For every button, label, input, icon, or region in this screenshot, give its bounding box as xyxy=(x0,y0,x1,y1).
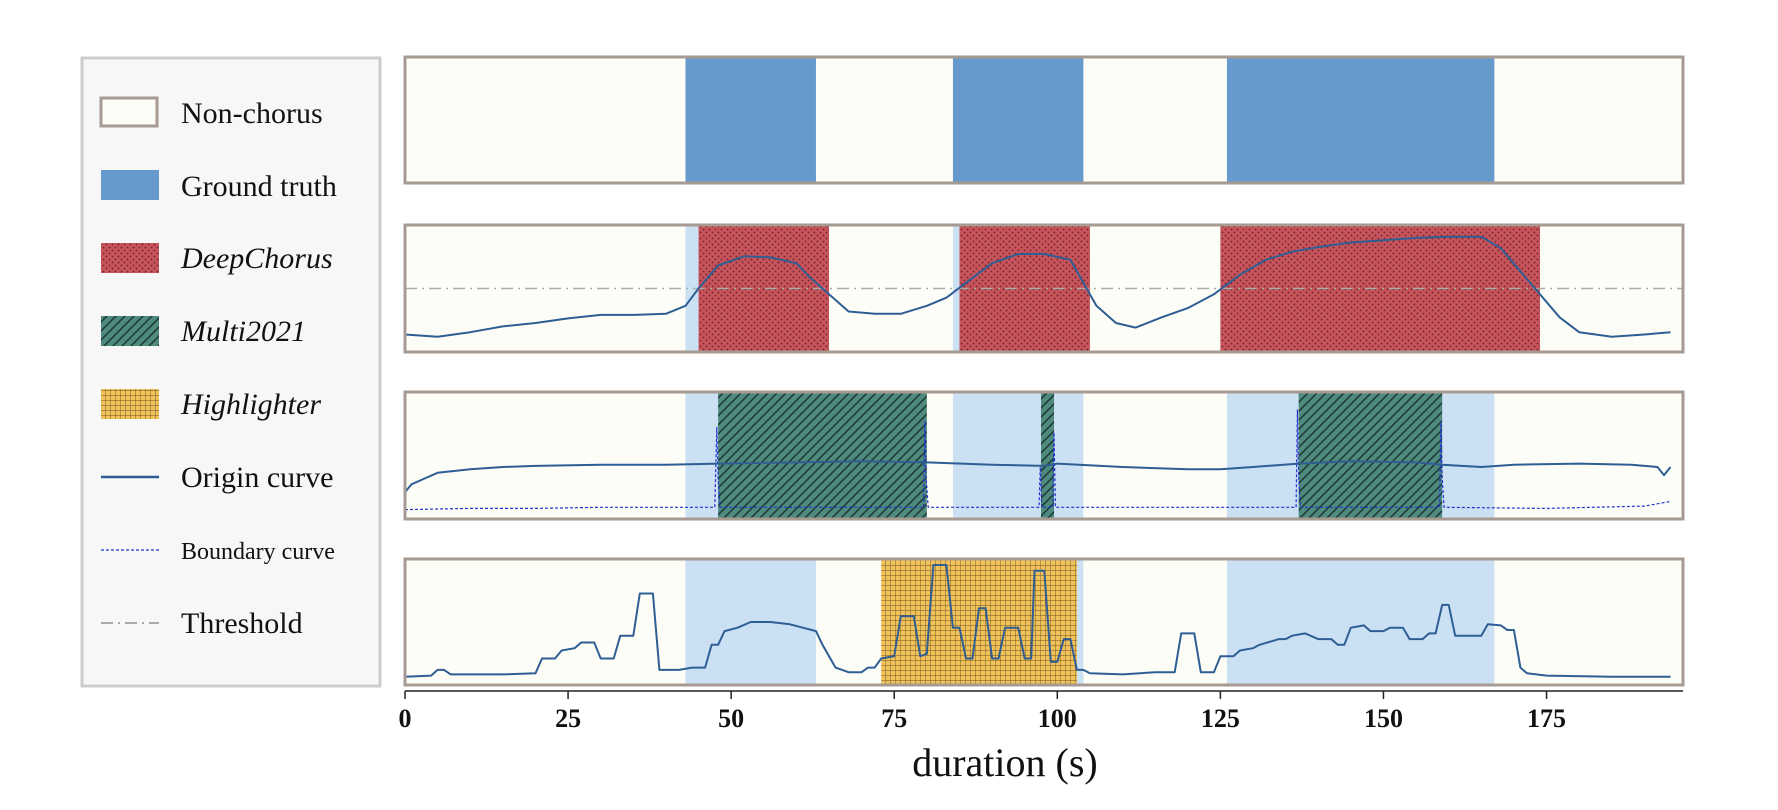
panel-ground-truth xyxy=(403,55,1685,185)
x-axis-label: duration (s) xyxy=(912,740,1098,785)
boundary-curve xyxy=(404,409,1671,511)
x-tick-label: 25 xyxy=(555,704,581,733)
legend-label-origin: Origin curve xyxy=(181,461,333,494)
legend-label-nonchorus: Non-chorus xyxy=(181,97,323,130)
origin-curve xyxy=(404,235,1671,338)
legend-swatch-gt xyxy=(101,170,159,200)
ground-truth-segment xyxy=(952,57,1084,183)
x-tick-label: 75 xyxy=(881,704,907,733)
legend-swatch-deepchorus xyxy=(101,243,159,273)
ground-truth-segment xyxy=(1226,57,1495,183)
panel-frame xyxy=(403,557,1685,687)
x-tick-label: 150 xyxy=(1364,704,1403,733)
legend-label-highlighter: Highlighter xyxy=(180,388,321,421)
ground-truth-shade xyxy=(1226,559,1495,685)
ground-truth-segment xyxy=(685,57,816,183)
x-tick-label: 175 xyxy=(1527,704,1566,733)
panel-multi2021 xyxy=(403,390,1685,521)
legend-swatch-highlighter xyxy=(101,389,159,419)
x-axis: 0 25 50 75 100 125 150 175 xyxy=(399,690,1683,733)
panel-frame xyxy=(403,390,1685,521)
legend: Non-chorus Ground truth DeepChorus Multi… xyxy=(80,56,382,688)
legend-label-multi2021: Multi2021 xyxy=(180,315,306,348)
x-tick-label: 125 xyxy=(1201,704,1240,733)
legend-label-threshold: Threshold xyxy=(181,607,303,640)
panel-highlighter xyxy=(403,557,1685,687)
predicted-segment xyxy=(1298,392,1443,519)
origin-curve xyxy=(404,460,1672,493)
legend-label-deepchorus: DeepChorus xyxy=(180,242,333,275)
legend-label-boundary: Boundary curve xyxy=(181,539,335,565)
panel-deepchorus xyxy=(403,223,1685,354)
legend-label-gt: Ground truth xyxy=(181,170,337,203)
x-tick-label: 0 xyxy=(399,704,412,733)
legend-frame xyxy=(80,56,382,688)
x-tick-label: 50 xyxy=(718,704,744,733)
panel-frame xyxy=(403,55,1685,185)
ground-truth-shade xyxy=(952,392,1084,519)
predicted-segment xyxy=(718,392,927,519)
legend-swatch-nonchorus xyxy=(99,96,159,128)
predicted-segment xyxy=(1041,392,1055,519)
legend-swatch-multi2021 xyxy=(101,316,159,346)
x-tick-label: 100 xyxy=(1038,704,1077,733)
panel-frame xyxy=(403,223,1685,354)
origin-curve xyxy=(404,564,1671,678)
